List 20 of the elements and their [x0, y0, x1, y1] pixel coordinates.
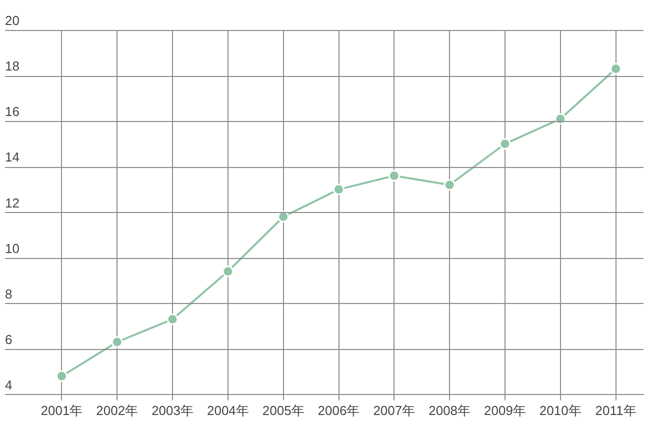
- x-tick-label: 2002年: [96, 402, 138, 418]
- x-tick-label: 2003年: [152, 402, 194, 418]
- y-tick-label: 8: [5, 286, 12, 302]
- y-tick-label: 6: [5, 332, 12, 347]
- x-tick-label: 2001年: [40, 402, 83, 418]
- y-tick-label: 20: [5, 13, 20, 28]
- y-tick-label: 18: [5, 58, 20, 74]
- x-tick-label: 2004年: [206, 402, 249, 418]
- y-tick-label: 16: [5, 104, 20, 120]
- x-tick-label: 2008年: [428, 402, 471, 418]
- x-tick-label: 2010年: [539, 402, 582, 418]
- y-tick-label: 12: [5, 195, 20, 210]
- y-tick-label: 10: [5, 240, 20, 256]
- x-tick-label: 2007年: [373, 402, 416, 418]
- x-tick-label: 2006年: [318, 402, 360, 418]
- y-tick-label: 14: [5, 150, 20, 165]
- x-tick-label: 2005年: [262, 402, 304, 418]
- y-tick-label: 4: [5, 377, 12, 392]
- x-tick-label: 2011年: [595, 402, 636, 418]
- x-tick-label: 2009年: [484, 402, 526, 418]
